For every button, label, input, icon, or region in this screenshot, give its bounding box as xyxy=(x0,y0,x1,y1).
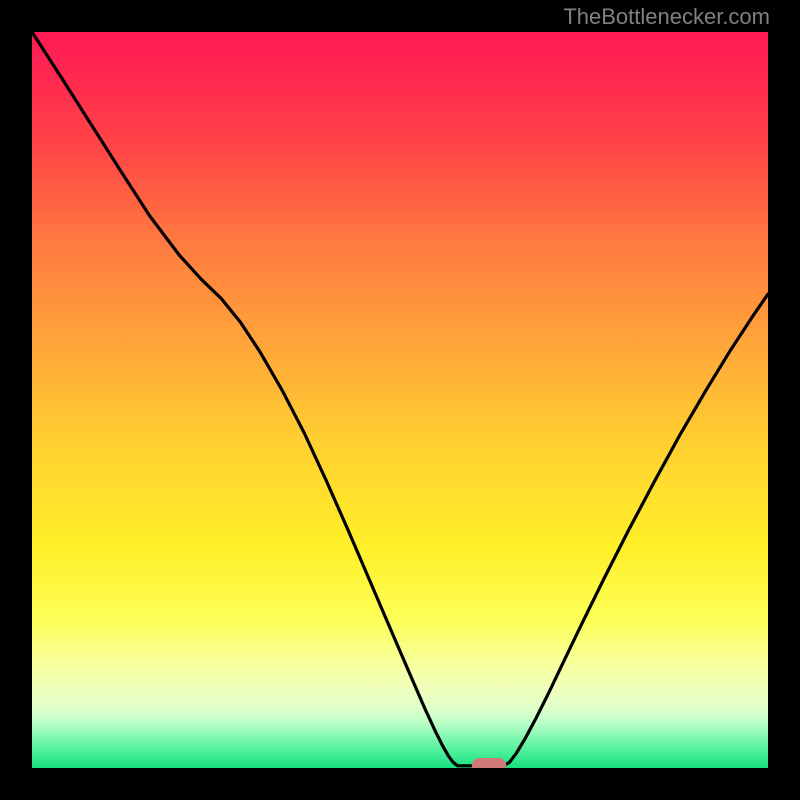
gradient-background xyxy=(32,32,768,768)
bottleneck-marker xyxy=(472,758,507,768)
bottleneck-curve-plot xyxy=(32,32,768,768)
chart-canvas: TheBottlenecker.com xyxy=(0,0,800,800)
watermark-text: TheBottlenecker.com xyxy=(563,4,770,30)
